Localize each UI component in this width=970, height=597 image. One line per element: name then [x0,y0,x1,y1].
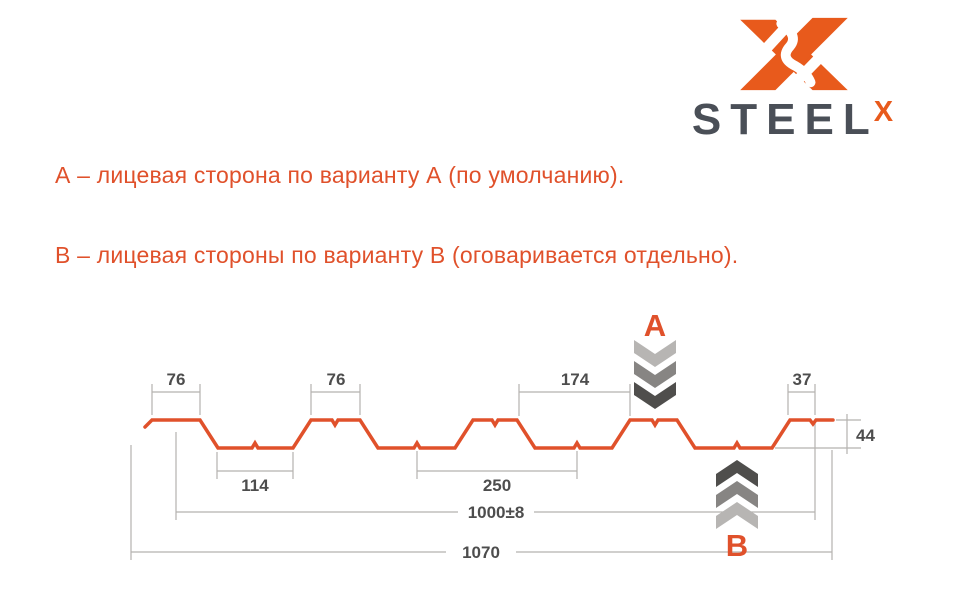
logo-brand-text: STEEL [691,95,879,144]
dim-label-rib-pitch: 250 [483,476,511,495]
dim-label-crest-mid: 76 [327,370,346,389]
chevron-up-icon [716,502,758,529]
marker-a-label: A [644,308,666,343]
dim-line-height [775,414,861,454]
dim-line-valley-span [518,384,631,416]
chevron-up-icon [716,460,758,487]
marker-a: A [634,308,676,409]
logo-cut-left [728,10,806,88]
dim-line-valley-width [216,452,294,479]
steelx-logo-icon [728,10,859,96]
marker-b-label: B [726,528,748,563]
logo-cut-right [779,16,859,96]
dim-label-height: 44 [856,426,875,445]
dim-line-crest-mid [310,384,361,415]
dim-line-overall-width [130,445,833,560]
dim-label-valley-width: 114 [241,476,269,495]
profile-outline [143,418,835,450]
marker-b: B [716,460,758,563]
dim-line-edge-crest [787,384,816,415]
dim-line-working-width [175,423,816,520]
logo-s-curve [775,18,815,88]
logo-x-band [739,17,848,91]
dimension-labels: 76 76 174 37 44 114 250 1000±8 1070 [167,370,876,562]
logo-x-suffix: X [873,96,894,128]
chevron-up-icon [716,481,758,508]
dim-label-edge-crest: 37 [793,370,812,389]
logo-wordmark: STEELX [680,98,905,142]
dim-line-rib-pitch [416,451,578,479]
chevron-down-icon [634,361,676,388]
dim-line-crest-left [151,384,201,415]
dim-label-working-width: 1000±8 [468,503,525,522]
dimension-lines [130,384,861,560]
dim-label-valley-span: 174 [561,370,590,389]
note-variant-b: В – лицевая стороны по варианту В (огова… [55,242,739,268]
note-variant-a: А – лицевая сторона по варианту А (по ум… [55,162,625,188]
profile-drawing: 76 76 174 37 44 114 250 1000±8 1070 A B [130,308,876,563]
chevron-down-icon [634,382,676,409]
brand-logo: STEELX [680,10,905,142]
dim-label-overall-width: 1070 [462,543,500,562]
dim-label-crest-left: 76 [167,370,186,389]
chevron-down-icon [634,340,676,367]
